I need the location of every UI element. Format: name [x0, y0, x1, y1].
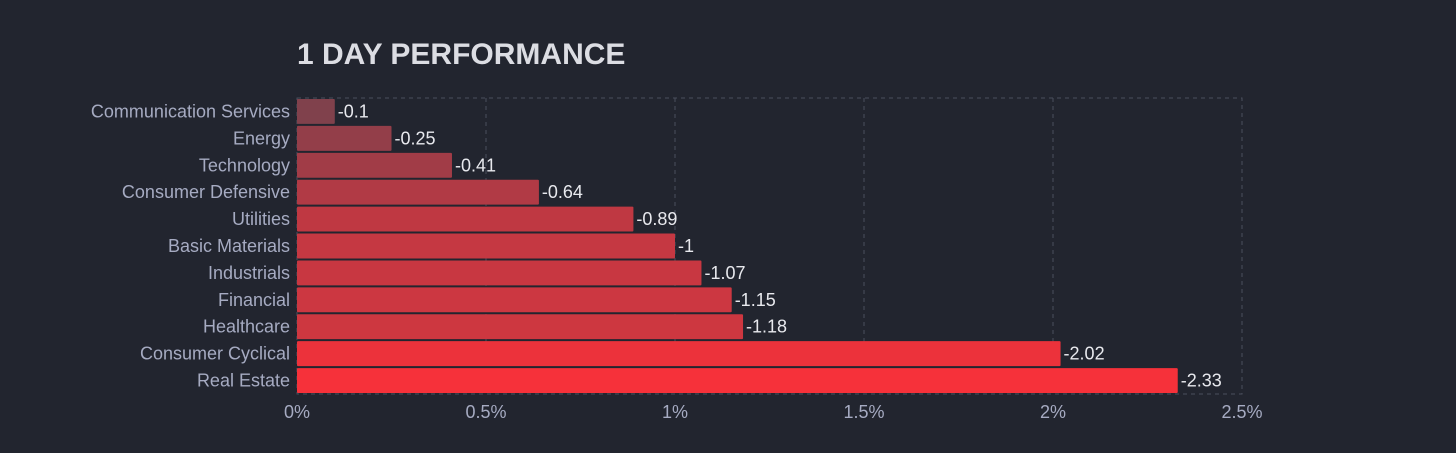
category-label: Financial [218, 290, 290, 310]
category-label: Industrials [208, 263, 290, 283]
x-tick-label: 0% [284, 402, 310, 422]
value-label: -2.02 [1064, 344, 1105, 364]
value-label: -0.89 [636, 209, 677, 229]
bar [297, 125, 392, 151]
value-labels: -0.1 -0.25 -0.41 -0.64 -0.89-1 -1.07 -1.15 -1.1… [338, 101, 1222, 390]
category-label: Utilities [232, 209, 290, 229]
category-label: Basic Materials [168, 236, 290, 256]
bar [297, 314, 744, 340]
category-label: Energy [233, 128, 290, 148]
x-tick-label: 2.5% [1221, 402, 1262, 422]
value-label: -0.1 [338, 101, 369, 121]
bar [297, 287, 732, 313]
bar [297, 206, 634, 232]
x-tick-label: 1% [662, 402, 688, 422]
value-label: -1.07 [704, 263, 745, 283]
x-tick-label: 2% [1040, 402, 1066, 422]
bar [297, 99, 335, 124]
x-tick-label: 1.5% [843, 402, 884, 422]
value-label: -1 [678, 236, 694, 256]
value-label: -1.18 [746, 317, 787, 337]
category-label: Healthcare [203, 317, 290, 337]
bar [297, 179, 539, 205]
bar [297, 341, 1061, 367]
bar [297, 152, 452, 178]
value-label: -0.41 [455, 155, 496, 175]
bar [297, 233, 675, 259]
chart-title: 1 DAY PERFORMANCE [297, 38, 625, 71]
plot-area-border [296, 97, 1243, 395]
category-label: Real Estate [197, 371, 290, 391]
value-label: -2.33 [1181, 371, 1222, 391]
bar [297, 260, 702, 286]
x-tick-label: 0.5% [465, 402, 506, 422]
category-label: Communication Services [91, 101, 290, 121]
category-label: Consumer Cyclical [140, 344, 290, 364]
bar [297, 368, 1178, 393]
category-label: Consumer Defensive [122, 182, 290, 202]
category-label: Technology [199, 155, 290, 175]
value-label: -0.25 [395, 128, 436, 148]
x-axis-ticks: 0% 0.5% 1% 1.5% 2% 2.5% [284, 402, 1263, 422]
value-label: -1.15 [735, 290, 776, 310]
value-label: -0.64 [542, 182, 583, 202]
bars [297, 99, 1178, 393]
category-labels: Communication Services Energy Technology Co… [91, 101, 290, 390]
